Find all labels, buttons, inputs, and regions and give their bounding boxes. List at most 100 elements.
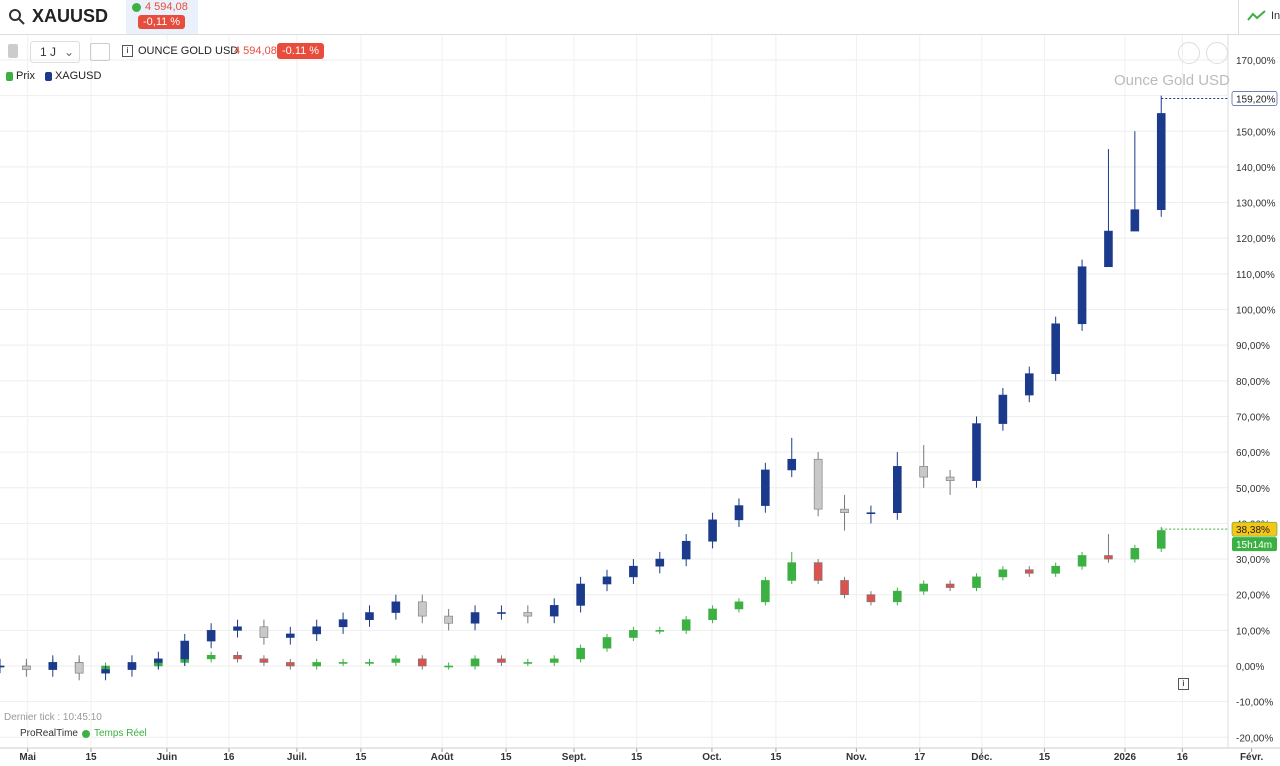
info-icon[interactable]: i <box>1178 678 1189 690</box>
price: 4 594,08 <box>145 1 188 13</box>
x-tick-label: Sept. <box>562 752 587 763</box>
chart: -20,00%-10,00%0,00%10,00%20,00%30,00%40,… <box>0 35 1280 763</box>
candle-body <box>1104 555 1113 560</box>
y-tick-label: 10,00% <box>1236 626 1270 637</box>
candle-body <box>787 458 797 471</box>
candle-body <box>549 605 559 617</box>
candle-body <box>1051 323 1060 374</box>
y-tick-label: -10,00% <box>1236 698 1273 709</box>
candle-body <box>840 580 849 596</box>
x-tick-label: Févr. <box>1240 752 1264 763</box>
candle-body <box>998 569 1008 578</box>
legend-item[interactable]: XAGUSD <box>44 70 102 82</box>
candle-body <box>497 612 506 614</box>
candle-body <box>312 662 322 667</box>
candle-body <box>1130 209 1140 232</box>
side-panel[interactable]: In <box>1238 0 1280 34</box>
legend: Prix XAGUSD <box>6 70 101 82</box>
x-tick-label: Juil. <box>287 752 307 763</box>
candle-body <box>444 615 453 624</box>
candle-body <box>206 655 216 660</box>
candle-body <box>945 476 955 481</box>
symbol[interactable]: XAUUSD <box>32 6 109 26</box>
candle-body <box>840 508 849 514</box>
series <box>0 95 1166 681</box>
candle-body <box>576 647 585 660</box>
y-tick-label: 110,00% <box>1236 270 1275 281</box>
x-tick-label: Juin <box>157 752 178 763</box>
info-icon[interactable]: i <box>122 45 133 57</box>
y-tick-label: 80,00% <box>1236 377 1270 388</box>
interval-selector[interactable]: 1 J ⌄ <box>30 41 80 63</box>
candle-body <box>708 608 717 620</box>
x-tick-label: 16 <box>1177 752 1189 763</box>
candle-body <box>813 562 823 581</box>
legend-label: XAGUSD <box>54 70 102 82</box>
candle-body <box>1156 530 1166 549</box>
candle-body <box>1077 266 1087 325</box>
candle-body <box>1051 565 1060 574</box>
status-dot <box>132 3 141 12</box>
candle-body <box>602 637 612 649</box>
candle-body <box>919 583 929 592</box>
y-tick-label: 100,00% <box>1236 306 1276 317</box>
settings-button[interactable] <box>1178 42 1200 64</box>
candle-body <box>813 458 823 510</box>
candle-body <box>576 583 585 606</box>
value-tag-label: 159,20% <box>1236 94 1276 105</box>
search-icon[interactable] <box>8 8 26 26</box>
candle-body <box>681 540 691 560</box>
candle-body <box>391 601 401 613</box>
candle-body <box>945 583 955 588</box>
instrument: OUNCE GOLD USD <box>138 45 239 57</box>
y-tick-label: 60,00% <box>1236 448 1270 459</box>
toolbar-price: 4 594,08 <box>234 45 277 57</box>
candle-body <box>497 658 506 663</box>
axis-background <box>1228 35 1280 748</box>
candle-body <box>1024 569 1034 574</box>
candle-body <box>127 662 137 670</box>
x-tick-label: 15 <box>1039 752 1051 763</box>
candle-body <box>259 658 269 663</box>
x-tick-label: 2026 <box>1114 752 1137 763</box>
x-tick-label: 15 <box>500 752 512 763</box>
x-tick-label: 15 <box>85 752 97 763</box>
candle-body <box>734 505 744 521</box>
legend-label: Prix <box>16 70 35 82</box>
x-tick-label: Déc. <box>971 752 992 763</box>
candle-body <box>655 558 665 567</box>
change: -0,11 % <box>138 15 186 29</box>
x-tick-label: 15 <box>770 752 782 763</box>
candle-body <box>602 576 612 585</box>
candle-body <box>866 512 876 515</box>
provider-bar: ProRealTime Temps Réel <box>4 728 147 739</box>
candle-body <box>629 565 638 578</box>
drag-handle[interactable] <box>8 44 18 58</box>
candle-body <box>48 662 58 670</box>
candle-body <box>1104 230 1113 268</box>
fullscreen-button[interactable] <box>1206 42 1228 64</box>
chart-type-button[interactable] <box>90 43 110 61</box>
candle-body <box>444 665 453 668</box>
provider: ProRealTime <box>20 728 78 739</box>
toolbar-change: -0.11 % <box>277 43 325 59</box>
candle-body <box>972 423 981 481</box>
legend-item[interactable]: Prix <box>6 70 35 82</box>
side-label: In <box>1271 10 1280 22</box>
x-tick-label: 17 <box>914 752 926 763</box>
candle-body <box>338 662 348 664</box>
candle-body <box>417 658 427 667</box>
y-tick-label: 120,00% <box>1236 234 1276 245</box>
candle-body <box>708 519 717 542</box>
candle-body <box>655 630 665 632</box>
candle-body <box>470 658 480 667</box>
candle-body <box>761 580 770 603</box>
interval: 1 J <box>40 45 57 59</box>
countdown-tag <box>1232 537 1277 552</box>
candle-body <box>233 655 242 660</box>
y-tick-label: 90,00% <box>1236 341 1270 352</box>
candle-body <box>919 466 929 478</box>
y-tick-label: 170,00% <box>1236 56 1276 67</box>
candle-body <box>1024 373 1034 396</box>
legend-swatch <box>6 71 13 81</box>
